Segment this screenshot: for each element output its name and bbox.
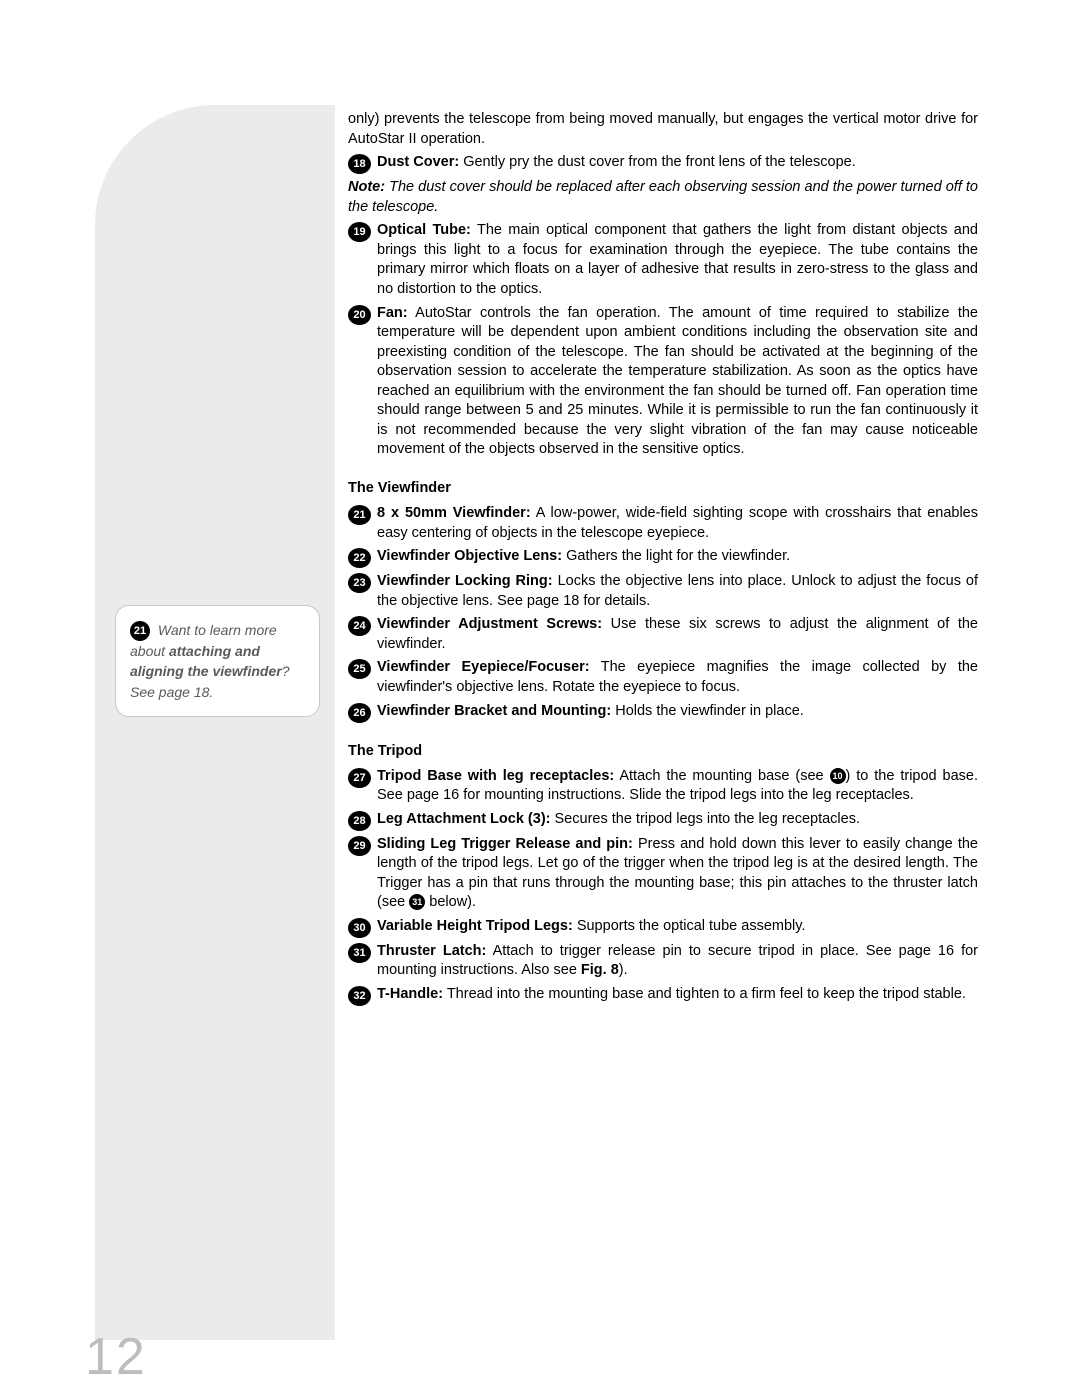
section-heading-tripod: The Tripod — [348, 743, 978, 759]
list-item: 28 Leg Attachment Lock (3): Secures the t… — [348, 810, 978, 831]
sidebar-background — [95, 105, 335, 1340]
tip-ref-number-icon: 21 — [130, 621, 150, 641]
item-number-icon: 31 — [348, 943, 371, 963]
item-number-icon: 26 — [348, 703, 371, 723]
list-item: 23 Viewfinder Locking Ring: Locks the obj… — [348, 572, 978, 611]
list-item: 31 Thruster Latch: Attach to trigger rel… — [348, 942, 978, 981]
item-text: Viewfinder Locking Ring: Locks the objec… — [377, 572, 978, 611]
item-text: Viewfinder Objective Lens: Gathers the l… — [377, 547, 978, 568]
item-text: Variable Height Tripod Legs: Supports th… — [377, 917, 978, 938]
item-number-icon: 21 — [348, 505, 371, 525]
item-text: 8 x 50mm Viewfinder: A low-power, wide-f… — [377, 504, 978, 543]
item-text: Dust Cover: Gently pry the dust cover fr… — [377, 153, 978, 174]
item-text: Optical Tube: The main optical component… — [377, 221, 978, 299]
list-item: 22 Viewfinder Objective Lens: Gathers the… — [348, 547, 978, 568]
main-column: only) prevents the telescope from being … — [348, 110, 978, 1010]
list-item: 32 T-Handle: Thread into the mounting bas… — [348, 985, 978, 1006]
item-number-icon: 30 — [348, 918, 371, 938]
list-item: 29 Sliding Leg Trigger Release and pin: … — [348, 835, 978, 913]
item-text: Fan: AutoStar controls the fan operation… — [377, 304, 978, 461]
list-item: 30 Variable Height Tripod Legs: Supports … — [348, 917, 978, 938]
page-number: 12 — [85, 1327, 147, 1387]
list-item: 25 Viewfinder Eyepiece/Focuser: The eyepi… — [348, 658, 978, 697]
cross-ref-icon: 31 — [409, 894, 425, 910]
item-number-icon: 23 — [348, 573, 371, 593]
manual-page: 21 Want to learn more about attaching an… — [0, 0, 1080, 1397]
item-text: Viewfinder Bracket and Mounting: Holds t… — [377, 702, 978, 723]
list-item: 21 8 x 50mm Viewfinder: A low-power, wide… — [348, 504, 978, 543]
list-item: 18 Dust Cover: Gently pry the dust cover… — [348, 153, 978, 174]
item-number-icon: 28 — [348, 811, 371, 831]
item-number-icon: 32 — [348, 986, 371, 1006]
cross-ref-icon: 10 — [830, 768, 846, 784]
tip-box: 21 Want to learn more about attaching an… — [115, 605, 320, 717]
item-text: T-Handle: Thread into the mounting base … — [377, 985, 978, 1006]
item-number-icon: 20 — [348, 305, 371, 325]
item-text: Thruster Latch: Attach to trigger releas… — [377, 942, 978, 981]
item-text: Sliding Leg Trigger Release and pin: Pre… — [377, 835, 978, 913]
item-text: Leg Attachment Lock (3): Secures the tri… — [377, 810, 978, 831]
dust-cover-note: Note: The dust cover should be replaced … — [348, 178, 978, 217]
list-item: 27 Tripod Base with leg receptacles: Att… — [348, 767, 978, 806]
item-text: Viewfinder Eyepiece/Focuser: The eyepiec… — [377, 658, 978, 697]
item-number-icon: 24 — [348, 616, 371, 636]
list-item: 20 Fan: AutoStar controls the fan operat… — [348, 304, 978, 461]
intro-paragraph: only) prevents the telescope from being … — [348, 110, 978, 149]
item-number-icon: 22 — [348, 548, 371, 568]
item-number-icon: 29 — [348, 836, 371, 856]
list-item: 19 Optical Tube: The main optical compon… — [348, 221, 978, 299]
item-text: Viewfinder Adjustment Screws: Use these … — [377, 615, 978, 654]
item-number-icon: 25 — [348, 659, 371, 679]
list-item: 26 Viewfinder Bracket and Mounting: Holds… — [348, 702, 978, 723]
item-text: Tripod Base with leg receptacles: Attach… — [377, 767, 978, 806]
section-heading-viewfinder: The Viewfinder — [348, 480, 978, 496]
list-item: 24 Viewfinder Adjustment Screws: Use thes… — [348, 615, 978, 654]
item-number-icon: 18 — [348, 154, 371, 174]
item-number-icon: 19 — [348, 222, 371, 242]
item-number-icon: 27 — [348, 768, 371, 788]
